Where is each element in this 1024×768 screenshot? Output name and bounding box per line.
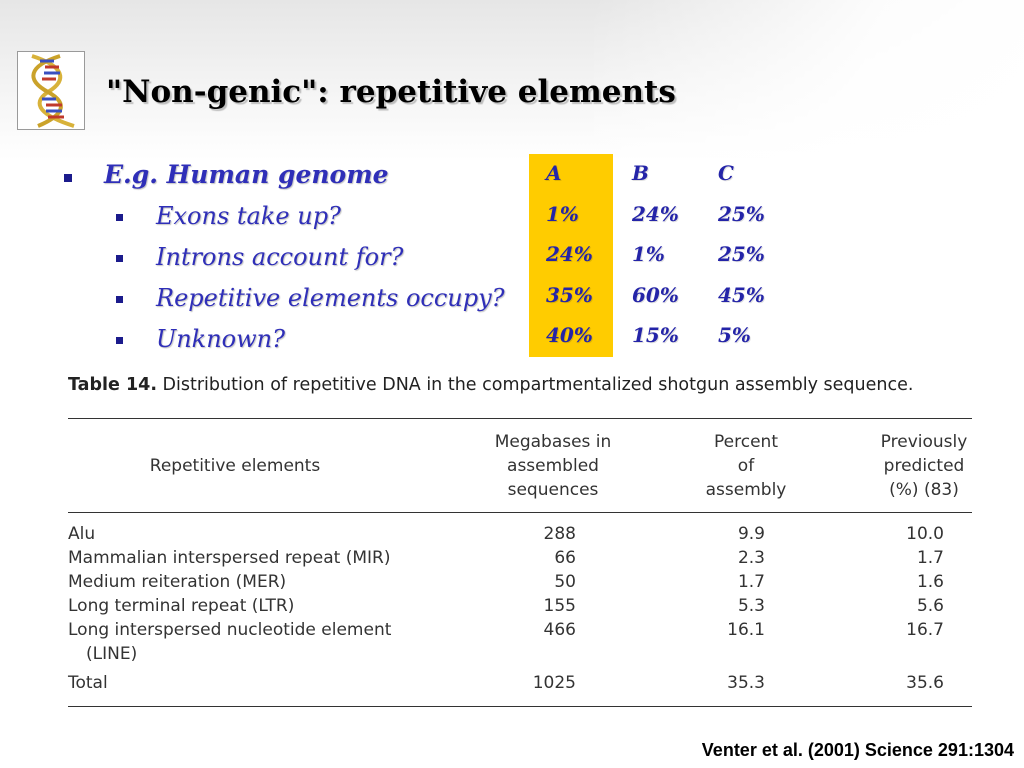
header-percent: Percent of assembly (676, 430, 816, 502)
header-predicted: Previously predicted (%) (83) (854, 430, 994, 502)
bullet-main: E.g. Human genome (104, 160, 389, 189)
bullet-exons: Exons take up? (156, 202, 341, 230)
table-caption-label: Table 14. (68, 375, 157, 395)
cell-percent: 16.1 (727, 620, 765, 640)
cell-predicted: 35.6 (906, 673, 944, 693)
option-header-a: A (546, 161, 562, 185)
bullet-unknown: Unknown? (156, 325, 285, 353)
bullet-square-icon (64, 174, 72, 182)
cell-predicted: 5.6 (916, 596, 944, 616)
dna-helix-icon (31, 54, 75, 128)
citation: Venter et al. (2001) Science 291:1304 (701, 740, 1014, 760)
bullet-square-icon (116, 214, 123, 221)
header-megabases-line: assembled (507, 456, 599, 476)
bullet-repetitive: Repetitive elements occupy? (156, 284, 505, 312)
cell-element-name: Long interspersed nucleotide element (68, 620, 392, 640)
header-megabases-line: sequences (507, 480, 599, 500)
option-c-value: 25% (718, 202, 765, 226)
cell-element-name-continued: (LINE) (86, 644, 138, 664)
option-b-value: 15% (632, 323, 679, 347)
table-top-rule (68, 418, 972, 419)
bullet-square-icon (116, 337, 123, 344)
table-caption: Table 14. Distribution of repetitive DNA… (68, 375, 913, 395)
header-percent-line: Percent (714, 432, 778, 452)
slide-title: "Non-genic": repetitive elements (106, 74, 676, 110)
bullet-square-icon (116, 255, 123, 262)
cell-megabases: 155 (543, 596, 576, 616)
option-b-value: 60% (632, 283, 679, 307)
cell-element-name: Medium reiteration (MER) (68, 572, 287, 592)
cell-percent: 2.3 (737, 548, 765, 568)
cell-element-name: Long terminal repeat (LTR) (68, 596, 295, 616)
cell-predicted: 16.7 (906, 620, 944, 640)
option-a-value: 40% (546, 323, 593, 347)
table-header-rule (68, 512, 972, 513)
cell-percent: 35.3 (727, 673, 765, 693)
header-percent-line: assembly (705, 480, 787, 500)
header-predicted-line: predicted (883, 456, 965, 476)
header-megabases: Megabases in assembled sequences (468, 430, 638, 502)
table-bottom-rule (68, 706, 972, 707)
option-c-value: 5% (718, 323, 751, 347)
option-b-value: 24% (632, 202, 679, 226)
cell-total-label: Total (68, 673, 108, 693)
option-header-b: B (632, 161, 649, 185)
cell-percent: 9.9 (737, 524, 765, 544)
answer-highlight-box (529, 154, 613, 357)
dna-helix-logo (17, 51, 85, 130)
cell-megabases: 288 (543, 524, 576, 544)
header-megabases-line: Megabases in (494, 432, 612, 452)
option-c-value: 45% (718, 283, 765, 307)
cell-percent: 5.3 (737, 596, 765, 616)
option-a-value: 1% (546, 202, 579, 226)
option-a-value: 24% (546, 242, 593, 266)
bullet-square-icon (116, 296, 123, 303)
cell-megabases: 66 (554, 548, 576, 568)
cell-percent: 1.7 (737, 572, 765, 592)
option-header-c: C (718, 161, 734, 185)
bullet-introns: Introns account for? (156, 243, 404, 271)
header-predicted-line: Previously (880, 432, 968, 452)
option-b-value: 1% (632, 242, 665, 266)
cell-element-name: Mammalian interspersed repeat (MIR) (68, 548, 391, 568)
cell-predicted: 10.0 (906, 524, 944, 544)
header-repetitive-elements: Repetitive elements (149, 456, 321, 476)
cell-megabases: 50 (554, 572, 576, 592)
option-a-value: 35% (546, 283, 593, 307)
header-percent-line: of (737, 456, 755, 476)
header-predicted-line: (%) (83) (889, 480, 959, 500)
option-c-value: 25% (718, 242, 765, 266)
cell-megabases: 466 (543, 620, 576, 640)
header-background (0, 0, 1024, 160)
table-caption-text: Distribution of repetitive DNA in the co… (156, 375, 914, 395)
cell-predicted: 1.6 (916, 572, 944, 592)
cell-element-name: Alu (68, 524, 96, 544)
cell-megabases: 1025 (532, 673, 576, 693)
cell-predicted: 1.7 (916, 548, 944, 568)
